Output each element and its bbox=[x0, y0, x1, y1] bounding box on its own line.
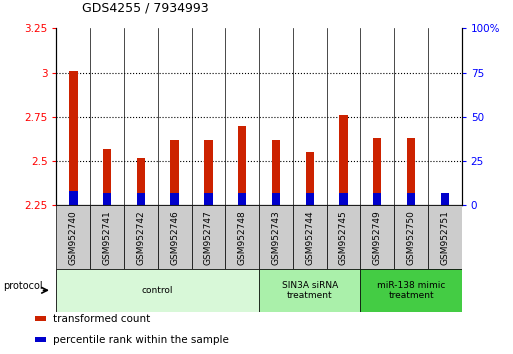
Bar bbox=[339, 193, 348, 205]
Bar bbox=[428, 205, 462, 269]
Bar bbox=[157, 205, 191, 269]
Bar bbox=[124, 205, 158, 269]
Bar bbox=[69, 71, 77, 205]
Bar bbox=[191, 205, 225, 269]
Text: percentile rank within the sample: percentile rank within the sample bbox=[53, 335, 229, 345]
Bar bbox=[225, 205, 259, 269]
Bar bbox=[407, 138, 415, 205]
Bar bbox=[56, 269, 259, 312]
Text: GSM952749: GSM952749 bbox=[373, 210, 382, 265]
Bar bbox=[35, 337, 46, 342]
Bar bbox=[373, 193, 382, 205]
Text: GSM952751: GSM952751 bbox=[440, 210, 449, 265]
Bar bbox=[407, 193, 415, 205]
Text: GSM952743: GSM952743 bbox=[271, 210, 281, 265]
Text: GSM952744: GSM952744 bbox=[305, 210, 314, 265]
Text: GSM952748: GSM952748 bbox=[238, 210, 247, 265]
Bar bbox=[259, 205, 293, 269]
Bar bbox=[360, 269, 462, 312]
Bar bbox=[394, 205, 428, 269]
Bar bbox=[327, 205, 360, 269]
Bar bbox=[272, 193, 280, 205]
Bar bbox=[204, 140, 212, 205]
Text: miR-138 mimic
treatment: miR-138 mimic treatment bbox=[377, 281, 445, 300]
Bar bbox=[136, 158, 145, 205]
Bar bbox=[272, 140, 280, 205]
Text: GSM952746: GSM952746 bbox=[170, 210, 179, 265]
Bar bbox=[360, 205, 394, 269]
Bar bbox=[35, 316, 46, 321]
Text: SIN3A siRNA
treatment: SIN3A siRNA treatment bbox=[282, 281, 338, 300]
Bar bbox=[306, 152, 314, 205]
Bar bbox=[293, 205, 327, 269]
Bar bbox=[69, 191, 77, 205]
Text: GDS4255 / 7934993: GDS4255 / 7934993 bbox=[82, 1, 209, 14]
Bar bbox=[103, 149, 111, 205]
Bar bbox=[441, 198, 449, 205]
Text: GSM952750: GSM952750 bbox=[406, 210, 416, 265]
Bar bbox=[170, 193, 179, 205]
Text: GSM952742: GSM952742 bbox=[136, 210, 145, 265]
Text: GSM952747: GSM952747 bbox=[204, 210, 213, 265]
Text: GSM952740: GSM952740 bbox=[69, 210, 78, 265]
Text: transformed count: transformed count bbox=[53, 314, 151, 324]
Bar bbox=[56, 205, 90, 269]
Bar bbox=[339, 115, 348, 205]
Bar bbox=[259, 269, 360, 312]
Bar bbox=[441, 193, 449, 205]
Bar bbox=[373, 138, 382, 205]
Text: control: control bbox=[142, 286, 173, 295]
Bar bbox=[306, 193, 314, 205]
Text: protocol: protocol bbox=[3, 281, 43, 291]
Bar bbox=[90, 205, 124, 269]
Bar bbox=[238, 126, 246, 205]
Bar bbox=[204, 193, 212, 205]
Bar bbox=[103, 193, 111, 205]
Bar bbox=[136, 193, 145, 205]
Text: GSM952741: GSM952741 bbox=[103, 210, 112, 265]
Text: GSM952745: GSM952745 bbox=[339, 210, 348, 265]
Bar bbox=[238, 193, 246, 205]
Bar bbox=[170, 140, 179, 205]
